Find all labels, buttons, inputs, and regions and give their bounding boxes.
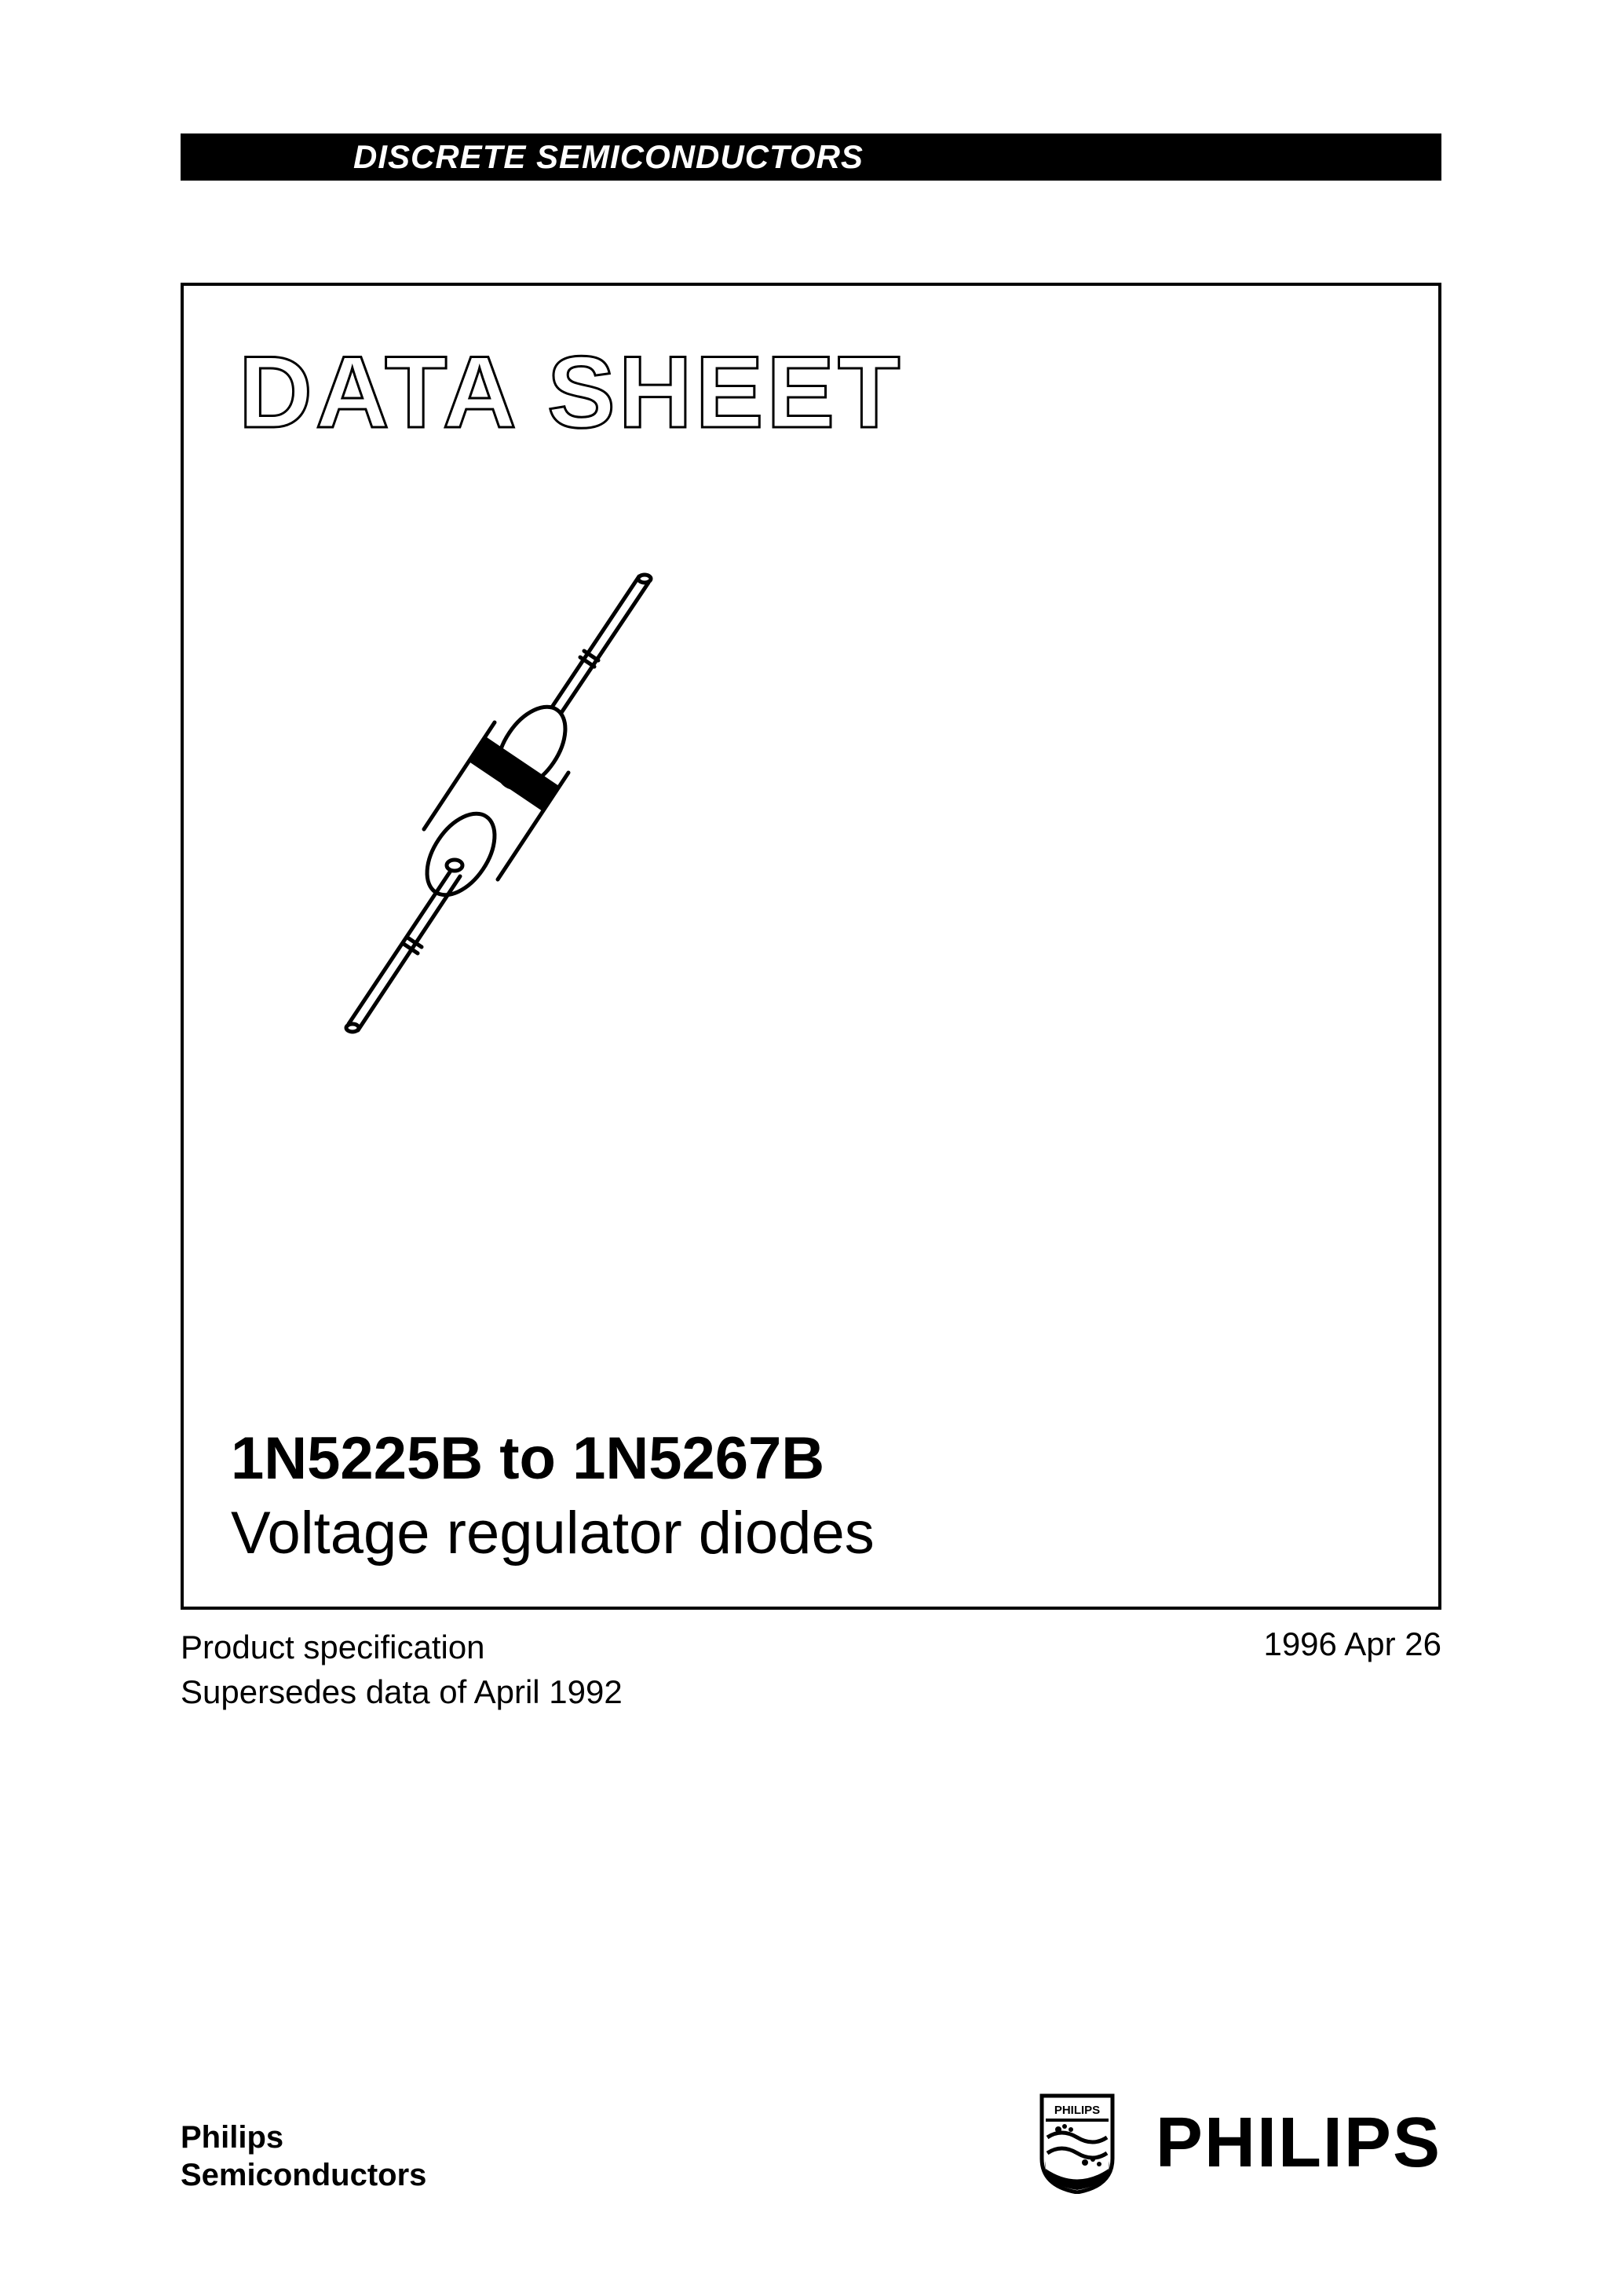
product-block: 1N5225B to 1N5267B Voltage regulator dio… bbox=[231, 1424, 875, 1567]
spec-info-row: Product specification Supersedes data of… bbox=[181, 1625, 1441, 1714]
footer-company-line1: Philips bbox=[181, 2119, 426, 2156]
philips-wordmark: PHILIPS bbox=[1156, 2103, 1441, 2184]
content-frame: DATA SHEET bbox=[181, 283, 1441, 1610]
footer-branding: PHILIPS PHILIPS bbox=[1038, 2092, 1441, 2194]
spec-line2: Supersedes data of April 1992 bbox=[181, 1670, 623, 1715]
spec-date: 1996 Apr 26 bbox=[1263, 1625, 1441, 1714]
product-description: Voltage regulator diodes bbox=[231, 1499, 875, 1567]
part-number-range: 1N5225B to 1N5267B bbox=[231, 1424, 875, 1493]
datasheet-title: DATA SHEET bbox=[239, 333, 1391, 451]
philips-shield-icon: PHILIPS bbox=[1038, 2092, 1116, 2194]
category-header-bar: DISCRETE SEMICONDUCTORS bbox=[181, 133, 1441, 181]
footer-company-line2: Semiconductors bbox=[181, 2156, 426, 2194]
footer-company: Philips Semiconductors bbox=[181, 2119, 426, 2194]
spec-left-block: Product specification Supersedes data of… bbox=[181, 1625, 623, 1714]
footer: Philips Semiconductors PHILIPS bbox=[181, 2092, 1441, 2194]
page: DISCRETE SEMICONDUCTORS DATA SHEET bbox=[0, 0, 1622, 2296]
shield-text: PHILIPS bbox=[1054, 2104, 1100, 2117]
spec-line1: Product specification bbox=[181, 1625, 623, 1670]
diode-icon bbox=[301, 561, 710, 1063]
category-label: DISCRETE SEMICONDUCTORS bbox=[353, 138, 864, 175]
